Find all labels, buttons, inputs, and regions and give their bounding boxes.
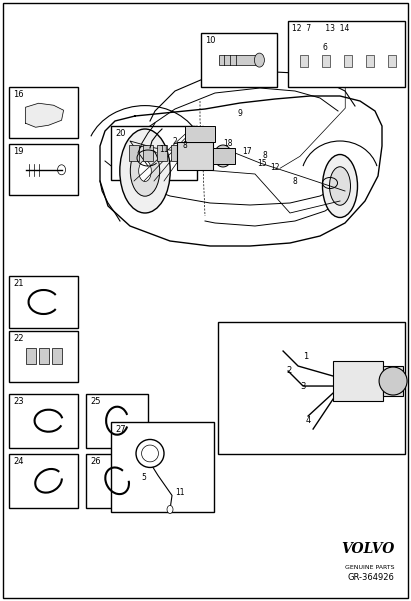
Bar bbox=[9, 454, 78, 508]
Text: 23: 23 bbox=[13, 397, 24, 406]
Text: 6: 6 bbox=[323, 43, 328, 52]
Polygon shape bbox=[25, 103, 64, 127]
Ellipse shape bbox=[139, 160, 151, 182]
Bar bbox=[157, 145, 167, 161]
Text: 8: 8 bbox=[263, 151, 268, 160]
Ellipse shape bbox=[254, 53, 264, 67]
Text: GR-364926: GR-364926 bbox=[348, 573, 395, 582]
Text: 17: 17 bbox=[242, 147, 252, 156]
Bar bbox=[219, 55, 259, 65]
Text: 10: 10 bbox=[206, 36, 216, 45]
Bar bbox=[300, 55, 308, 67]
Bar bbox=[9, 394, 78, 448]
Bar bbox=[171, 145, 181, 161]
Text: 12  7      13  14: 12 7 13 14 bbox=[292, 24, 349, 33]
Bar bbox=[25, 348, 36, 364]
Bar bbox=[111, 422, 214, 512]
Bar bbox=[86, 454, 148, 508]
Text: GENUINE PARTS: GENUINE PARTS bbox=[345, 565, 395, 570]
Bar bbox=[129, 145, 139, 161]
Text: 3: 3 bbox=[300, 382, 305, 391]
Text: 11: 11 bbox=[175, 489, 185, 498]
Ellipse shape bbox=[167, 505, 173, 513]
Text: 2: 2 bbox=[173, 136, 178, 145]
Bar bbox=[39, 348, 48, 364]
Ellipse shape bbox=[120, 129, 170, 213]
Bar bbox=[383, 366, 403, 396]
Text: 4: 4 bbox=[306, 416, 312, 425]
Text: 19: 19 bbox=[13, 147, 23, 156]
Bar bbox=[177, 142, 213, 170]
Bar bbox=[288, 21, 405, 87]
Text: 11: 11 bbox=[159, 145, 169, 154]
Text: 8: 8 bbox=[182, 141, 187, 150]
Bar bbox=[86, 394, 148, 448]
Bar bbox=[143, 145, 153, 161]
Text: VOLVO: VOLVO bbox=[341, 542, 395, 556]
Text: 20: 20 bbox=[115, 129, 125, 138]
Text: 15: 15 bbox=[257, 159, 267, 168]
Ellipse shape bbox=[214, 145, 232, 167]
Ellipse shape bbox=[330, 166, 351, 206]
Text: 5: 5 bbox=[142, 474, 147, 483]
Bar bbox=[9, 331, 78, 382]
Bar bbox=[366, 55, 374, 67]
Text: 12: 12 bbox=[270, 163, 280, 172]
Text: 24: 24 bbox=[13, 457, 23, 466]
Text: 27: 27 bbox=[115, 425, 126, 434]
Bar bbox=[111, 126, 197, 180]
Text: 16: 16 bbox=[13, 90, 24, 99]
Circle shape bbox=[379, 367, 407, 395]
Text: 18: 18 bbox=[223, 138, 233, 147]
Bar bbox=[213, 148, 235, 164]
Bar bbox=[344, 55, 352, 67]
Text: 21: 21 bbox=[13, 279, 23, 288]
Bar bbox=[9, 276, 78, 328]
Bar bbox=[9, 144, 78, 195]
Text: 8: 8 bbox=[293, 177, 298, 186]
Text: 26: 26 bbox=[90, 457, 101, 466]
Text: 22: 22 bbox=[13, 334, 23, 343]
Text: 9: 9 bbox=[238, 109, 242, 118]
Bar bbox=[51, 348, 62, 364]
Bar bbox=[201, 33, 277, 87]
Text: 1: 1 bbox=[303, 352, 308, 361]
Text: 25: 25 bbox=[90, 397, 101, 406]
Bar bbox=[388, 55, 396, 67]
Bar bbox=[185, 126, 215, 142]
Bar bbox=[218, 322, 405, 454]
Bar bbox=[333, 361, 383, 401]
Bar bbox=[9, 87, 78, 138]
Ellipse shape bbox=[323, 154, 358, 218]
Bar bbox=[322, 55, 330, 67]
Ellipse shape bbox=[130, 146, 160, 196]
Text: 2: 2 bbox=[286, 366, 291, 375]
